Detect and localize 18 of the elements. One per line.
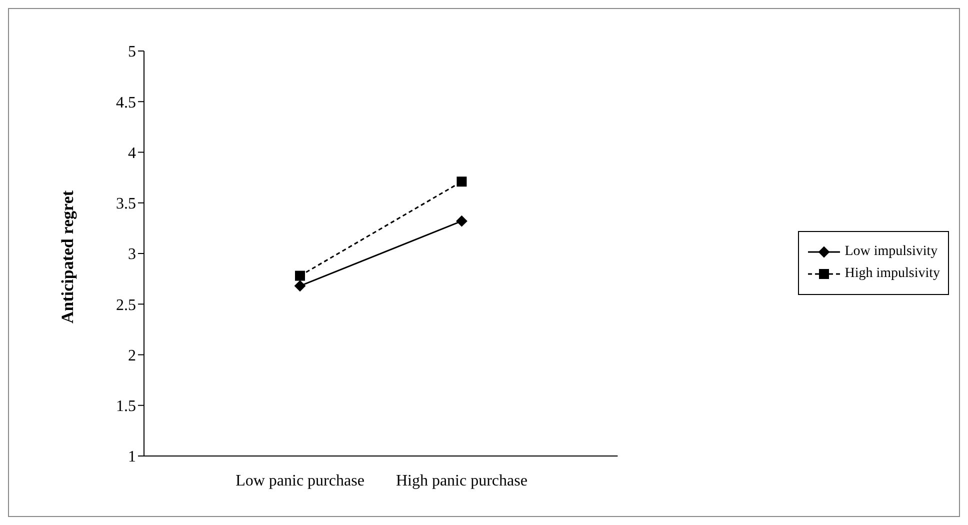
y-axis-title: Anticipated regret bbox=[58, 190, 78, 324]
y-tick-label: 1.5 bbox=[116, 398, 136, 416]
y-tick-label: 3.5 bbox=[116, 196, 136, 213]
legend-label: High impulsivity bbox=[844, 266, 940, 282]
y-tick-label: 1 bbox=[128, 448, 136, 466]
y-tick-label: 2.5 bbox=[116, 296, 136, 314]
point bbox=[295, 270, 305, 281]
legend-label: Low impulsivity bbox=[844, 244, 938, 260]
x-tick-label: High panic purchase bbox=[396, 472, 528, 490]
point bbox=[456, 216, 468, 227]
y-tick-label: 5 bbox=[128, 44, 136, 61]
x-tick-label: Low panic purchase bbox=[236, 472, 364, 490]
point bbox=[456, 176, 467, 187]
y-tick-label: 4 bbox=[128, 144, 136, 162]
y-tick-label: 2 bbox=[128, 347, 136, 364]
y-tick-label: 3 bbox=[128, 246, 136, 264]
point bbox=[294, 280, 306, 292]
y-tick-label: 4.5 bbox=[116, 94, 136, 112]
